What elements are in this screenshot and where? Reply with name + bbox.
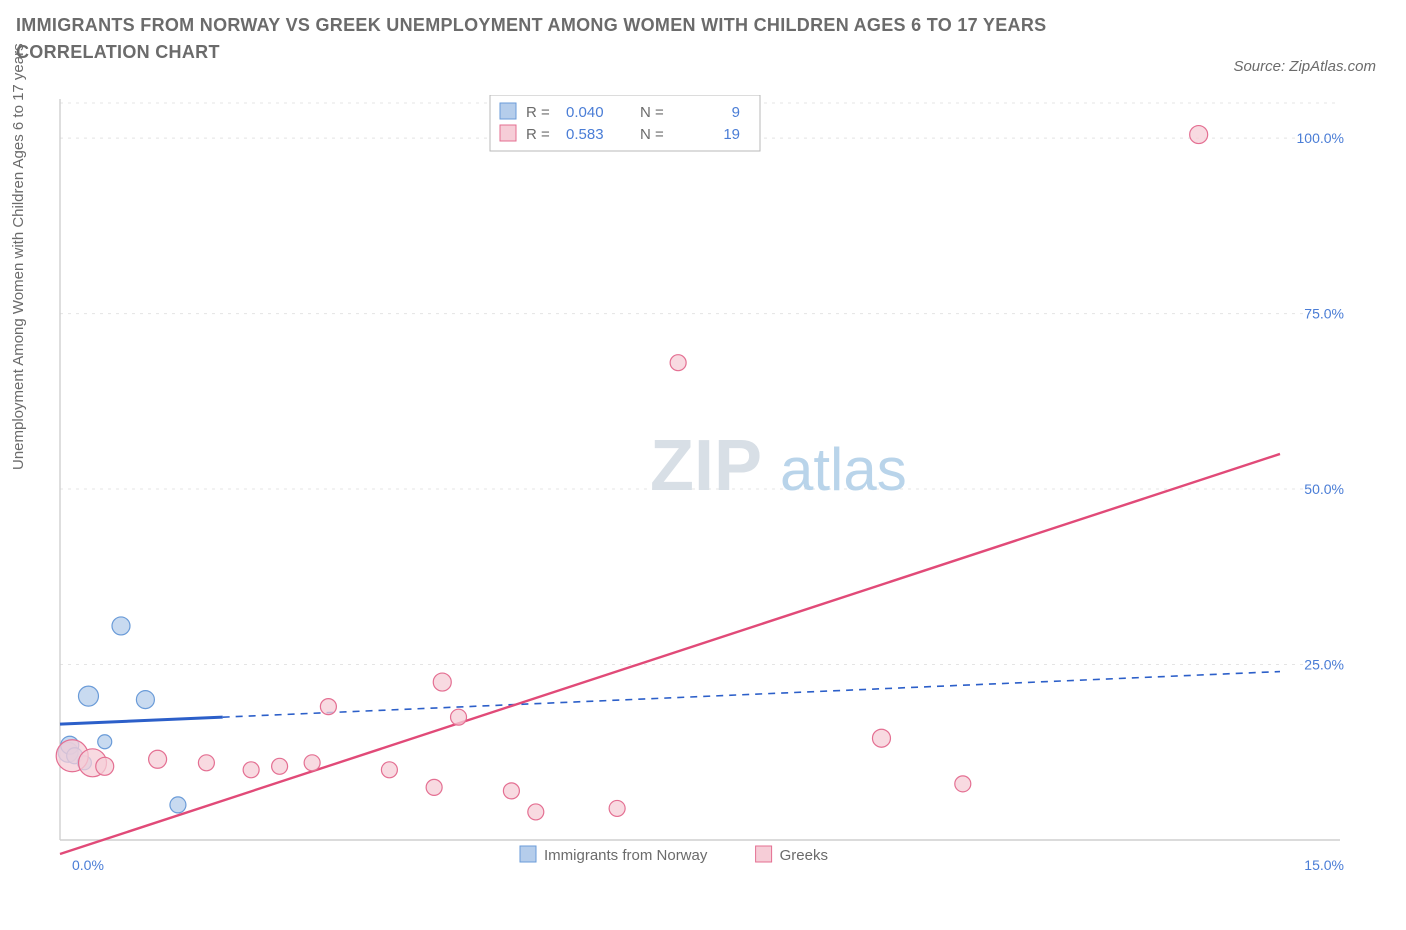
chart-title: IMMIGRANTS FROM NORWAY VS GREEK UNEMPLOY… [16, 12, 1136, 66]
data-point [451, 709, 467, 725]
legend-stat-value: 9 [732, 104, 740, 121]
legend-series-label: Immigrants from Norway [544, 847, 708, 864]
data-point [112, 617, 130, 635]
data-point [78, 686, 98, 706]
legend-stat-label: N = [640, 104, 664, 121]
source-label: Source: ZipAtlas.com [1233, 58, 1376, 75]
data-point [528, 804, 544, 820]
legend-stat-value: 19 [723, 126, 740, 143]
data-point [609, 800, 625, 816]
y-tick-label: 75.0% [1304, 306, 1344, 322]
y-tick-label: 50.0% [1304, 481, 1344, 497]
data-point [503, 783, 519, 799]
legend-series-label: Greeks [780, 847, 828, 864]
trend-line [223, 672, 1280, 718]
legend-stat-label: R = [526, 126, 550, 143]
data-point [243, 762, 259, 778]
legend-swatch [500, 103, 516, 119]
data-point [136, 691, 154, 709]
plot-area: ZIP atlas 25.0% 50.0% 75.0% 100.0% 0.0% 15.0% R … [50, 95, 1350, 885]
legend-stat-value: 0.040 [566, 104, 604, 121]
data-point [96, 757, 114, 775]
watermark-zip: ZIP [650, 426, 762, 506]
watermark-atlas: atlas [780, 436, 907, 503]
x-tick-label: 15.0% [1304, 857, 1344, 873]
data-point [433, 673, 451, 691]
data-point [1190, 126, 1208, 144]
legend-swatch [756, 846, 772, 862]
legend-stat-label: R = [526, 104, 550, 121]
y-axis-label: Unemployment Among Women with Children A… [10, 43, 27, 470]
data-point [426, 779, 442, 795]
data-point [381, 762, 397, 778]
data-point [170, 797, 186, 813]
legend-stat-value: 0.583 [566, 126, 604, 143]
data-point [670, 355, 686, 371]
chart-container: IMMIGRANTS FROM NORWAY VS GREEK UNEMPLOY… [0, 0, 1406, 930]
data-point [304, 755, 320, 771]
chart-svg: ZIP atlas 25.0% 50.0% 75.0% 100.0% 0.0% 15.0% R … [50, 95, 1350, 885]
data-point [98, 735, 112, 749]
data-point [955, 776, 971, 792]
x-tick-label: 0.0% [72, 857, 104, 873]
legend-stat-label: N = [640, 126, 664, 143]
data-point [272, 758, 288, 774]
data-point [872, 729, 890, 747]
y-tick-label: 100.0% [1297, 130, 1344, 146]
data-point [320, 699, 336, 715]
trend-line [60, 717, 223, 724]
trend-line [60, 454, 1280, 854]
data-point [198, 755, 214, 771]
legend-swatch [520, 846, 536, 862]
y-tick-label: 25.0% [1304, 657, 1344, 673]
legend-swatch [500, 125, 516, 141]
data-point [149, 750, 167, 768]
